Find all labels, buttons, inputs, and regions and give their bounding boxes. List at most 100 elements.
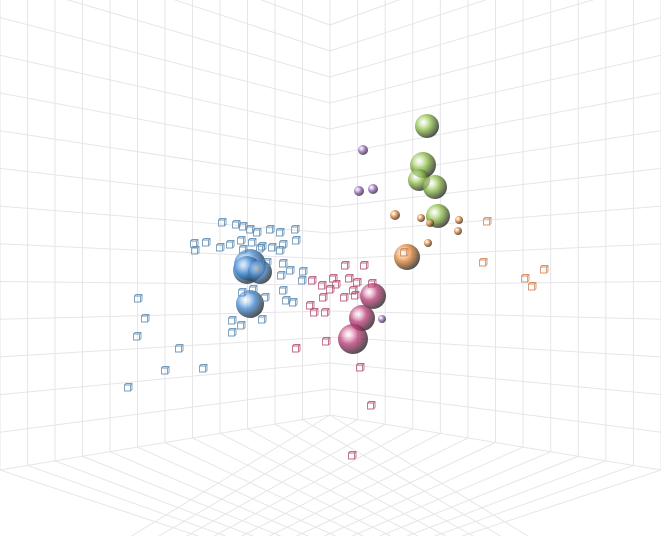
cube-point xyxy=(239,245,248,254)
cube-point xyxy=(161,366,170,375)
sphere-point xyxy=(455,216,463,224)
sphere-point xyxy=(454,227,462,235)
sphere-point xyxy=(236,290,264,318)
cube-point xyxy=(332,280,341,289)
wall-grid xyxy=(213,428,413,536)
cube-point xyxy=(318,281,327,290)
wall-grid xyxy=(109,451,309,536)
cube-point xyxy=(248,238,257,247)
cube-point xyxy=(216,243,225,252)
cube-point xyxy=(199,364,208,373)
cube-point xyxy=(261,293,270,302)
cube-point xyxy=(321,308,330,317)
wall-grid xyxy=(462,469,661,536)
wall-grid xyxy=(158,419,358,536)
cube-point xyxy=(286,266,295,275)
cube-point xyxy=(289,298,298,307)
cube-point xyxy=(308,276,317,285)
sphere-point xyxy=(354,186,364,196)
cube-point xyxy=(292,236,301,245)
cube-point xyxy=(279,286,288,295)
wall-grid xyxy=(54,460,254,536)
cube-point xyxy=(226,240,235,249)
cube-point xyxy=(124,383,133,392)
cube-point xyxy=(253,228,262,237)
cube-point xyxy=(326,285,335,294)
marks xyxy=(124,114,549,460)
cube-point xyxy=(360,261,369,270)
sphere-point xyxy=(248,260,272,284)
cube-point xyxy=(310,308,319,317)
cube-point xyxy=(291,225,300,234)
cube-point xyxy=(175,344,184,353)
wall-grid xyxy=(379,455,579,536)
sphere-point xyxy=(368,184,378,194)
wall-grid xyxy=(186,423,386,536)
sphere-point xyxy=(378,315,386,323)
cube-point xyxy=(292,344,301,353)
wall-grid xyxy=(219,432,419,536)
wall-grid xyxy=(351,451,551,536)
wall-grid xyxy=(241,432,441,536)
cube-point xyxy=(228,328,237,337)
wall-grid xyxy=(0,469,199,536)
cube-point xyxy=(263,258,272,267)
cube-point xyxy=(345,274,354,283)
sphere-point xyxy=(423,175,447,199)
cube-point xyxy=(340,293,349,302)
cube-point xyxy=(249,285,258,294)
sphere-point xyxy=(338,324,368,354)
cube-point xyxy=(232,220,241,229)
cube-point xyxy=(238,288,247,297)
cube-point xyxy=(268,243,277,252)
cube-point xyxy=(298,276,307,285)
cube-point xyxy=(322,337,331,346)
cube-point xyxy=(256,244,265,253)
cube-point xyxy=(483,217,492,226)
cube-point xyxy=(266,225,275,234)
cube-point xyxy=(258,315,267,324)
cube-point xyxy=(319,293,328,302)
cube-point xyxy=(190,239,199,248)
cube-point xyxy=(479,258,488,267)
wall-grid xyxy=(192,437,391,536)
cube-point xyxy=(277,271,286,280)
cube-point xyxy=(279,259,288,268)
cube-point xyxy=(282,296,291,305)
wall-grid xyxy=(131,414,331,536)
sphere-point xyxy=(358,145,368,155)
cube-point xyxy=(191,246,200,255)
cube-point xyxy=(521,274,530,283)
cube-point xyxy=(276,228,285,237)
cube-point xyxy=(276,246,285,255)
cube-point xyxy=(258,242,267,251)
wall-grid xyxy=(434,464,634,536)
cube-point xyxy=(202,238,211,247)
wall-grid xyxy=(27,464,226,536)
cube-point xyxy=(228,316,237,325)
cube-point xyxy=(306,301,315,310)
cube-point xyxy=(141,314,150,323)
wall-grid xyxy=(329,414,529,536)
wall-grid xyxy=(274,423,474,536)
cube-point xyxy=(348,451,357,460)
cube-point xyxy=(133,332,142,341)
cube-point xyxy=(540,265,549,274)
cube-point xyxy=(218,218,227,227)
wall-grid xyxy=(137,446,336,536)
sphere-point xyxy=(394,244,420,270)
sphere-point xyxy=(390,210,400,220)
cube-point xyxy=(279,240,288,249)
cube-point xyxy=(351,291,360,300)
wall-grid xyxy=(296,442,496,536)
wall-grid xyxy=(82,455,281,536)
cube-point xyxy=(134,294,143,303)
wall-grid xyxy=(302,419,501,536)
wall-grid xyxy=(407,460,607,536)
cube-point xyxy=(367,401,376,410)
wall-grid xyxy=(269,437,469,536)
cube-point xyxy=(341,261,350,270)
